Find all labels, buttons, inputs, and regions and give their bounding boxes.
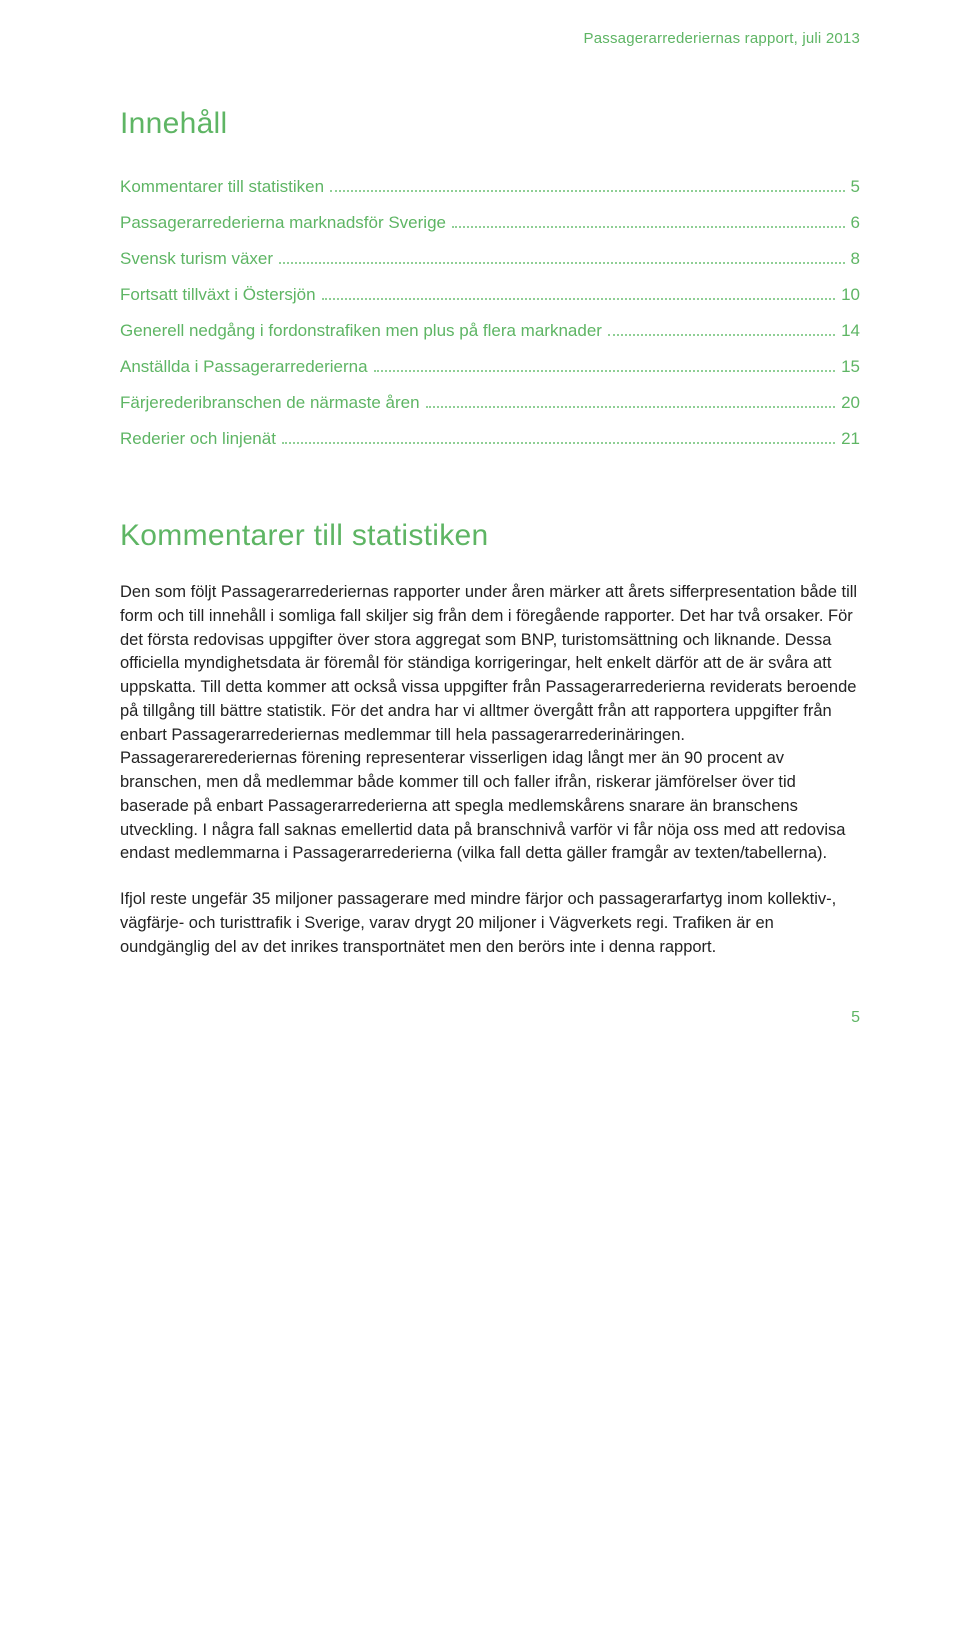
page-number: 5 <box>120 1009 860 1027</box>
toc-item-page: 14 <box>841 321 860 341</box>
toc-item-label: Generell nedgång i fordonstrafiken men p… <box>120 321 602 341</box>
report-header: Passagerarrederiernas rapport, juli 2013 <box>120 30 860 47</box>
toc-title: Innehåll <box>120 107 860 141</box>
toc-leader <box>279 262 844 264</box>
toc-leader <box>426 406 836 408</box>
toc-row: Passagerarrederierna marknadsför Sverige… <box>120 213 860 233</box>
toc-leader <box>330 190 844 192</box>
toc-item-page: 8 <box>851 249 860 269</box>
section-title: Kommentarer till statistiken <box>120 519 860 553</box>
toc-item-label: Svensk turism växer <box>120 249 273 269</box>
toc-leader <box>282 442 835 444</box>
toc-item-page: 6 <box>851 213 860 233</box>
toc-item-label: Rederier och linjenät <box>120 429 276 449</box>
toc-item-label: Passagerarrederierna marknadsför Sverige <box>120 213 446 233</box>
toc-item-page: 21 <box>841 429 860 449</box>
toc-item-page: 15 <box>841 357 860 377</box>
toc-list: Kommentarer till statistiken 5 Passagera… <box>120 177 860 449</box>
toc-row: Färjerederibranschen de närmaste åren 20 <box>120 393 860 413</box>
toc-leader <box>322 298 836 300</box>
toc-item-page: 5 <box>851 177 860 197</box>
toc-row: Anställda i Passagerarrederierna 15 <box>120 357 860 377</box>
toc-leader <box>374 370 835 372</box>
toc-row: Kommentarer till statistiken 5 <box>120 177 860 197</box>
toc-row: Svensk turism växer 8 <box>120 249 860 269</box>
body-paragraph: Ifjol reste ungefär 35 miljoner passager… <box>120 888 860 959</box>
toc-item-page: 10 <box>841 285 860 305</box>
toc-item-label: Fortsatt tillväxt i Östersjön <box>120 285 316 305</box>
toc-row: Generell nedgång i fordonstrafiken men p… <box>120 321 860 341</box>
body-paragraph: Den som följt Passagerarrederiernas rapp… <box>120 581 860 866</box>
toc-row: Rederier och linjenät 21 <box>120 429 860 449</box>
toc-item-label: Anställda i Passagerarrederierna <box>120 357 368 377</box>
toc-leader <box>452 226 845 228</box>
toc-item-page: 20 <box>841 393 860 413</box>
toc-item-label: Kommentarer till statistiken <box>120 177 324 197</box>
toc-row: Fortsatt tillväxt i Östersjön 10 <box>120 285 860 305</box>
toc-leader <box>608 334 835 336</box>
toc-item-label: Färjerederibranschen de närmaste åren <box>120 393 420 413</box>
